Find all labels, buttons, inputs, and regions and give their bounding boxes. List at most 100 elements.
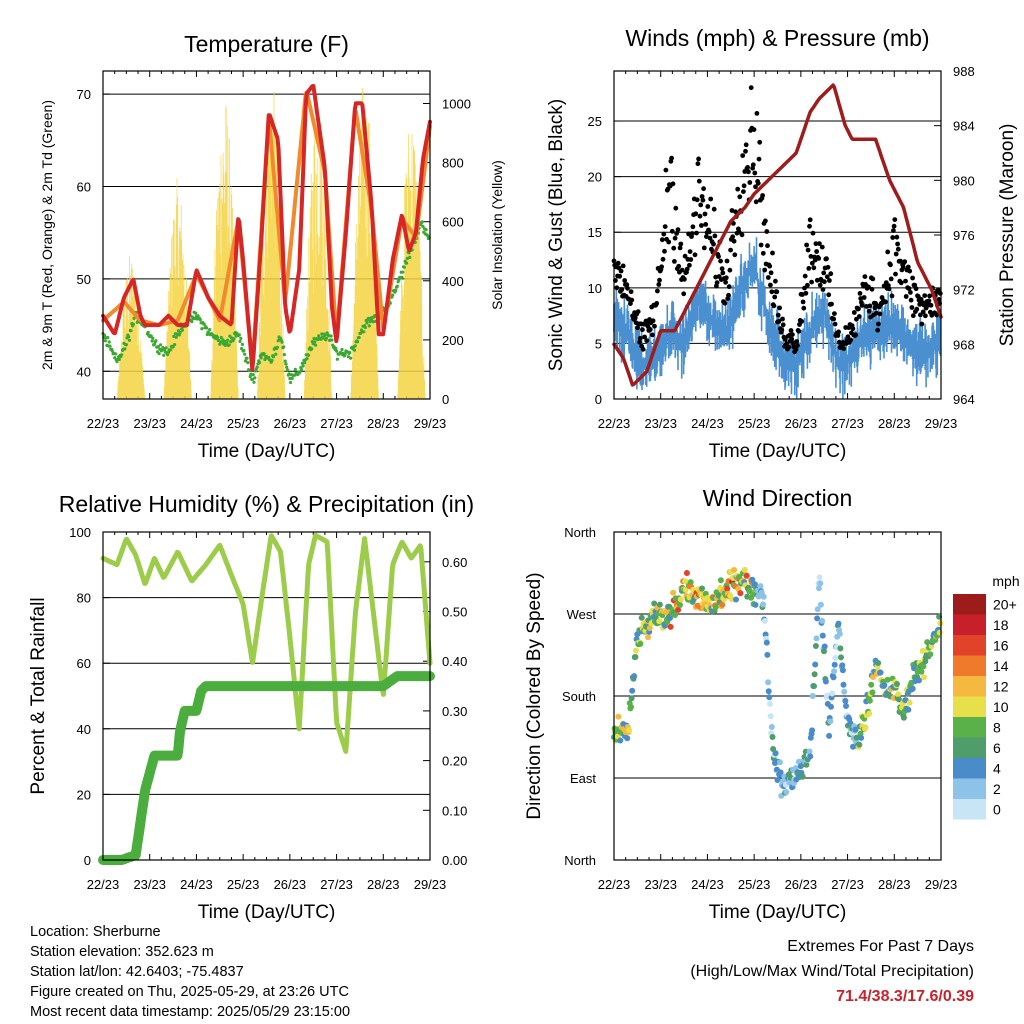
dewpoint-point (305, 357, 309, 361)
dewpoint-point (106, 336, 110, 340)
direction-point (677, 596, 684, 603)
dewpoint-point (246, 361, 250, 365)
gust-point (728, 247, 733, 253)
info-latlon: Station lat/lon: 42.6403; -75.4837 (30, 964, 244, 980)
x-tick-label: 28/23 (878, 877, 911, 892)
direction-point (884, 676, 891, 683)
x-tick-label: 24/23 (691, 877, 724, 892)
y-tick-label: 80 (77, 591, 91, 606)
direction-point (633, 647, 639, 654)
gust-point (618, 268, 624, 274)
gust-point (669, 155, 674, 161)
direction-point (699, 585, 705, 592)
plot-border (613, 531, 942, 861)
dewpoint-point (215, 335, 220, 339)
gust-point (661, 231, 667, 237)
gust-point (800, 299, 806, 305)
direction-point (799, 773, 806, 780)
direction-point (672, 612, 678, 618)
direction-point (841, 688, 848, 695)
direction-point (731, 567, 738, 573)
gust-point (625, 285, 630, 291)
gust-point (640, 327, 645, 333)
dewpoint-point (306, 353, 311, 357)
solar-day-spikes (397, 133, 426, 399)
direction-point (645, 634, 651, 641)
gust-point (835, 333, 841, 338)
y-tick-label: 25 (588, 114, 602, 129)
x-tick-label: 27/23 (831, 416, 864, 431)
x-tick-label: 23/23 (133, 877, 166, 892)
gust-point (773, 278, 778, 284)
gust-point (696, 156, 701, 162)
info-location: Location: Sherburne (30, 924, 161, 940)
gust-point (770, 250, 775, 256)
dewpoint-point (237, 333, 241, 337)
gust-point (796, 328, 802, 334)
direction-tick-label: East (570, 771, 596, 786)
gust-point (780, 316, 785, 322)
gust-point (877, 311, 883, 317)
dewpoint-point (353, 344, 357, 348)
dewpoint-point (293, 367, 297, 371)
gust-point (920, 309, 926, 315)
gust-point (675, 227, 681, 233)
gust-point (719, 266, 725, 272)
gust-point (856, 314, 862, 319)
temp-2m-line (101, 84, 432, 372)
y-tick-label: 0 (595, 392, 602, 407)
dewpoint-point (288, 376, 292, 381)
direction-point (741, 566, 748, 573)
y2-tick-label: 0.60 (442, 555, 467, 570)
gust-point (893, 271, 898, 277)
legend-label: 18 (993, 617, 1009, 633)
extremes-heading: Extremes For Past 7 Days (787, 938, 974, 955)
gust-point (807, 223, 812, 229)
gust-point (704, 234, 709, 240)
gust-point (832, 321, 838, 327)
x-tick-label: 26/23 (785, 877, 818, 892)
dewpoint-point (131, 322, 135, 326)
gust-point (789, 336, 795, 342)
legend-label: 14 (993, 658, 1009, 674)
legend-swatch (953, 717, 986, 738)
gust-point (624, 282, 630, 288)
plot-border (613, 70, 942, 400)
dewpoint-point (159, 343, 163, 347)
x-axis-label: Time (Day/UTC) (198, 441, 336, 462)
y2-tick-label: 600 (442, 215, 464, 230)
humidity-title: Relative Humidity (%) & Precipitation (i… (59, 491, 474, 517)
gust-point (723, 279, 728, 285)
gust-point (803, 290, 809, 296)
gust-point (699, 194, 705, 199)
gust-point (908, 297, 914, 303)
gust-point (813, 241, 819, 247)
gust-point (687, 262, 692, 268)
y2-tick-label: 984 (953, 119, 975, 134)
dewpoint-point (285, 365, 289, 369)
dewpoint-point (200, 327, 204, 331)
direction-point (783, 789, 790, 795)
x-tick-label: 25/23 (227, 877, 260, 892)
gust-point (724, 258, 730, 264)
extremes-box: Extremes For Past 7 Days (High/Low/Max W… (690, 934, 974, 1009)
gust-point (652, 323, 657, 329)
legend-label: 20+ (993, 596, 1017, 612)
gust-point (795, 343, 800, 348)
direction-point (813, 635, 820, 642)
dewpoint-point (283, 359, 287, 363)
dewpoint-point (103, 333, 107, 337)
gust-point (850, 326, 856, 332)
gust-point (737, 194, 743, 200)
gust-point (632, 315, 638, 321)
gust-point (922, 293, 928, 298)
dewpoint-point (340, 347, 344, 352)
gust-point (898, 280, 904, 286)
gust-point (722, 300, 728, 306)
gust-point (913, 286, 919, 292)
dewpoint-point (208, 328, 212, 332)
gust-point (707, 235, 713, 241)
y2-tick-label: 400 (442, 274, 464, 289)
gust-point (771, 303, 777, 309)
direction-point (839, 667, 846, 674)
